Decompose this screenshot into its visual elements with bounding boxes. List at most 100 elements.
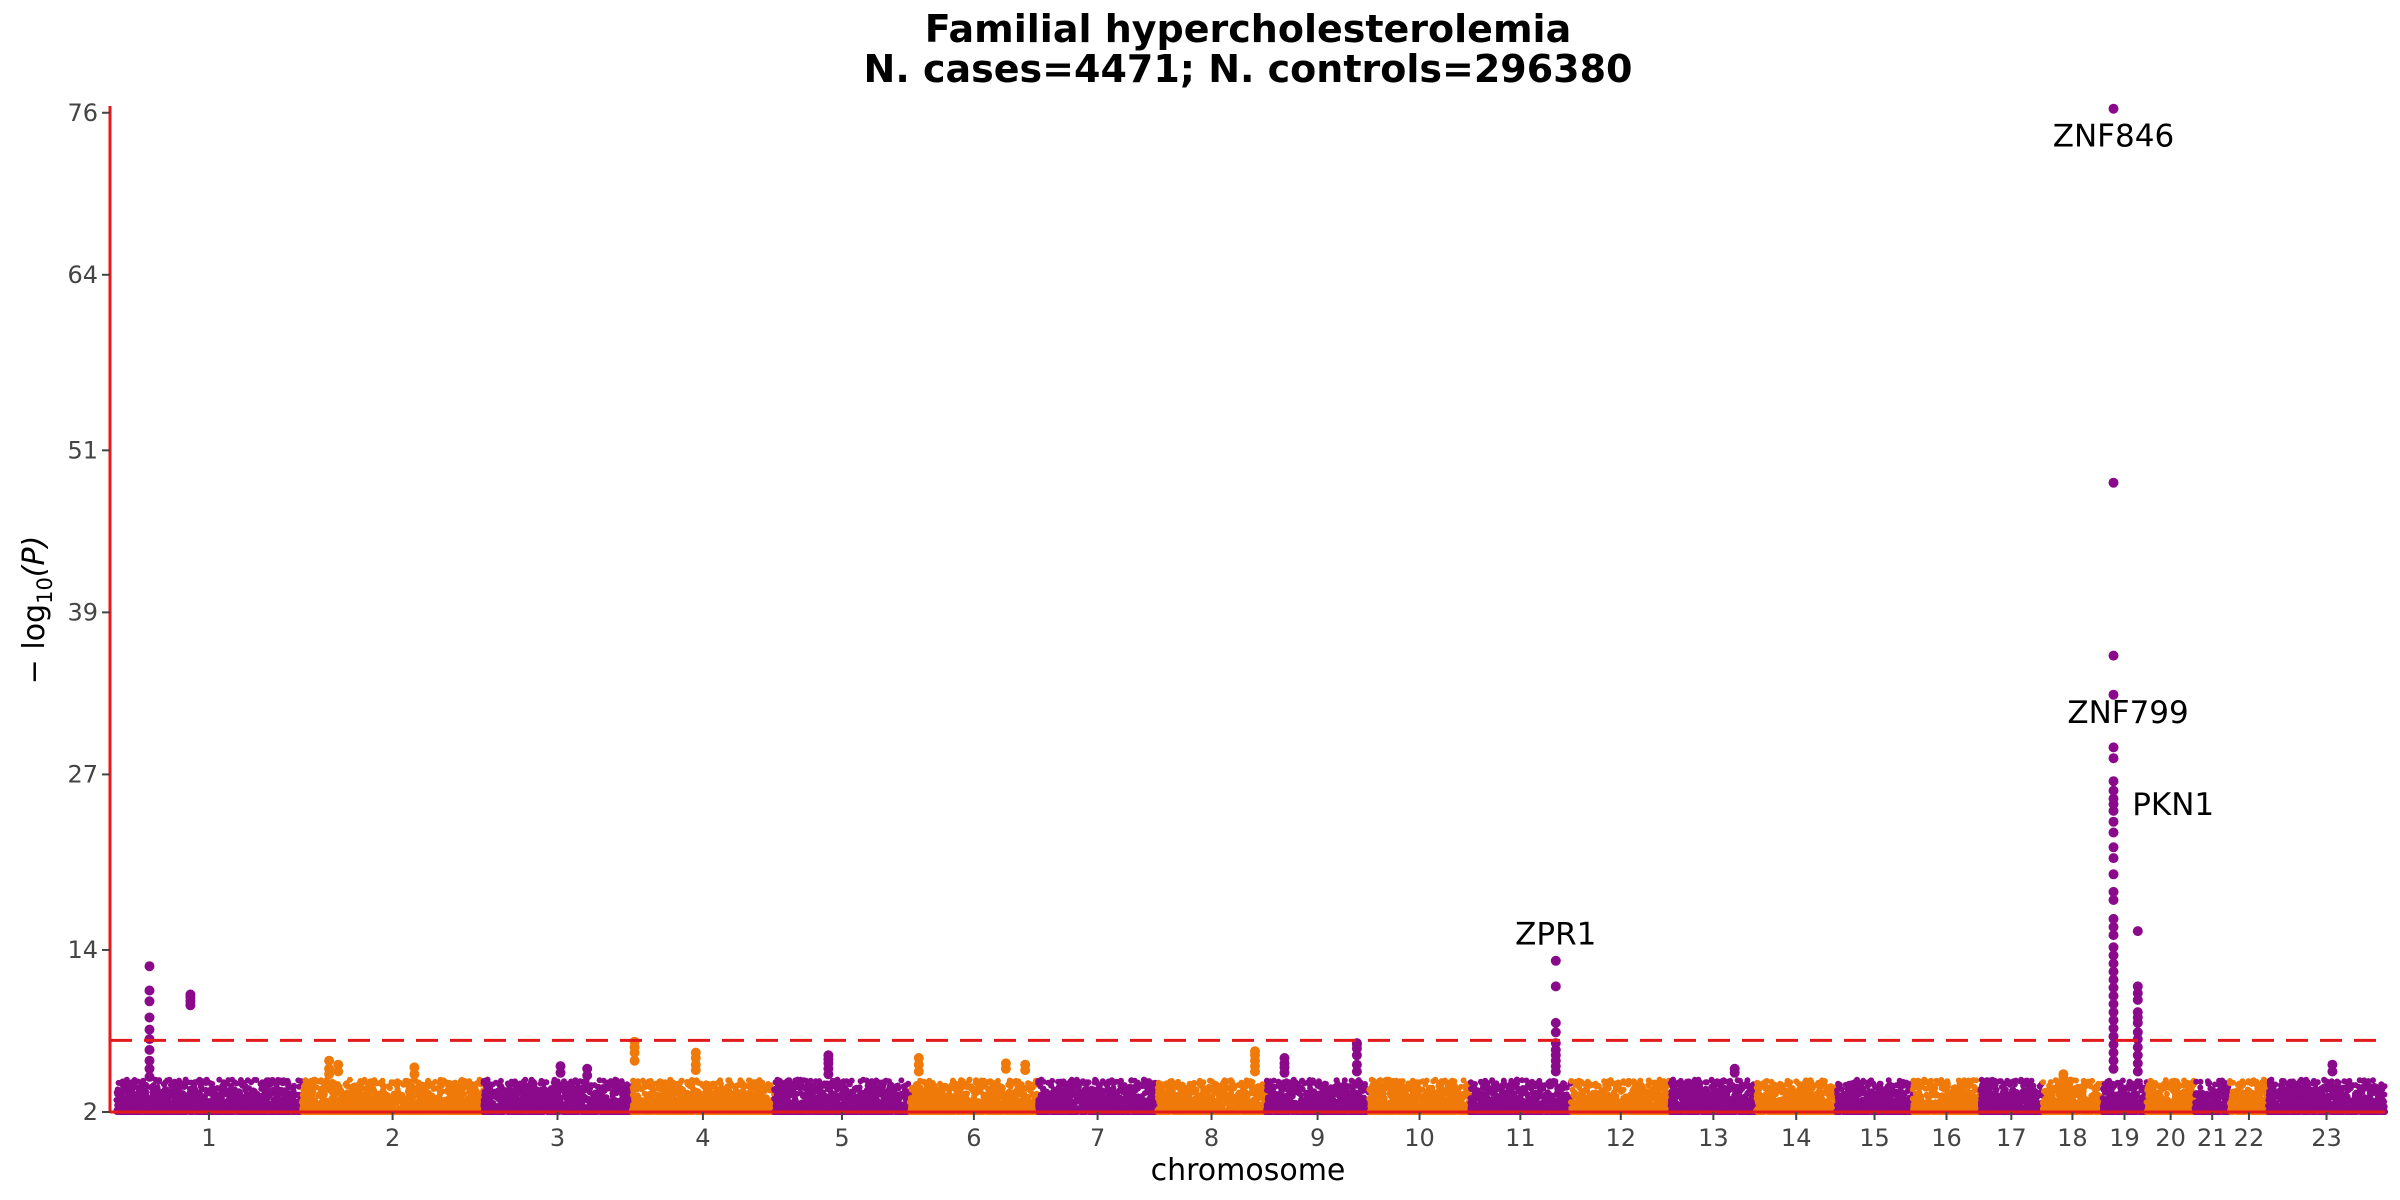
snp-point <box>464 1100 470 1107</box>
snp-point <box>486 1099 493 1106</box>
snp-point <box>613 1085 620 1092</box>
snp-point <box>317 1093 324 1100</box>
snp-point <box>468 1095 475 1102</box>
snp-point <box>574 1095 581 1102</box>
snp-point <box>335 1096 342 1103</box>
snp-point <box>498 1083 505 1090</box>
snp-point <box>253 1077 260 1083</box>
snp-point <box>250 1089 257 1096</box>
snp-point <box>506 1084 513 1091</box>
snp-point <box>361 1085 368 1092</box>
snp-point <box>539 1093 546 1100</box>
snp-point <box>218 1093 225 1100</box>
snp-point <box>386 1085 393 1092</box>
snp-point <box>425 1077 432 1084</box>
chromosome-points <box>298 1076 487 1115</box>
snp-point <box>212 1086 219 1093</box>
snp-point <box>469 1081 476 1088</box>
snp-point <box>354 1087 361 1094</box>
snp-point <box>554 1095 561 1102</box>
snp-point <box>181 1084 188 1090</box>
snp-point <box>396 1079 403 1086</box>
snp-point <box>502 1090 508 1097</box>
snp-point <box>182 1092 189 1099</box>
snp-point <box>440 1077 447 1084</box>
snp-point <box>483 1089 489 1096</box>
snp-point <box>142 1101 149 1108</box>
snp-point <box>577 1078 583 1085</box>
snp-point <box>333 1091 340 1098</box>
snp-point <box>168 1082 175 1089</box>
snp-point <box>326 1098 333 1105</box>
snp-point <box>547 1097 554 1104</box>
snp-point <box>596 1077 603 1084</box>
chart-title-line1: Familial hypercholesterolemia <box>925 7 1571 51</box>
snp-point <box>612 1098 619 1105</box>
snp-point <box>223 1100 230 1107</box>
snp-point <box>172 1093 179 1100</box>
snp-point <box>618 1084 625 1091</box>
snp-point <box>236 1098 243 1104</box>
snp-point <box>302 1099 309 1106</box>
snp-point <box>540 1081 547 1088</box>
snp-point <box>608 1082 614 1089</box>
snp-point <box>165 1096 172 1103</box>
snp-point <box>577 1085 584 1092</box>
snp-point <box>508 1094 514 1101</box>
snp-point <box>589 1099 596 1106</box>
snp-point <box>569 1088 576 1095</box>
snp-point <box>487 1081 494 1088</box>
snp-point <box>236 1088 243 1095</box>
snp-point <box>497 1077 504 1084</box>
snp-point <box>313 1077 320 1084</box>
snp-point <box>613 1077 620 1084</box>
snp-point <box>514 1088 521 1095</box>
snp-point <box>209 1080 216 1087</box>
snp-point <box>328 1084 335 1091</box>
snp-point <box>548 1085 554 1092</box>
snp-point <box>160 1081 167 1088</box>
snp-point <box>522 1076 529 1083</box>
snp-point <box>591 1082 598 1089</box>
snp-point <box>489 1092 496 1099</box>
snp-point <box>344 1082 351 1089</box>
snp-point <box>585 1085 592 1092</box>
snp-point <box>343 1094 350 1101</box>
snp-point <box>198 1083 205 1090</box>
snp-point <box>554 1078 561 1085</box>
snp-point <box>468 1090 475 1097</box>
snp-point <box>174 1079 181 1086</box>
snp-point <box>600 1084 607 1091</box>
snp-point <box>245 1085 252 1092</box>
snp-point <box>283 1098 290 1105</box>
snp-point <box>563 1085 570 1092</box>
snp-point <box>590 1090 597 1097</box>
snp-point <box>717 1080 724 1087</box>
snp-point <box>530 1088 537 1095</box>
snp-point <box>211 1095 217 1102</box>
snp-point <box>140 1085 146 1092</box>
snp-point <box>514 1081 521 1088</box>
snp-point <box>115 1079 122 1086</box>
snp-point <box>444 1089 451 1096</box>
snp-point <box>349 1083 356 1090</box>
snp-point <box>307 1078 314 1085</box>
snp-point <box>228 1092 235 1099</box>
snp-point <box>350 1092 357 1099</box>
snp-point <box>498 1097 505 1104</box>
snp-point <box>420 1097 427 1104</box>
snp-point <box>121 1084 127 1091</box>
snp-point <box>172 1099 179 1106</box>
snp-point <box>291 1082 297 1089</box>
snp-point <box>367 1078 374 1085</box>
snp-point <box>193 1102 200 1109</box>
snp-point <box>413 1088 420 1095</box>
snp-point <box>131 1077 138 1083</box>
snp-point <box>132 1101 139 1108</box>
snp-point <box>619 1091 626 1098</box>
snp-point <box>281 1088 288 1094</box>
snp-point <box>123 1089 130 1096</box>
snp-point <box>290 1088 297 1095</box>
